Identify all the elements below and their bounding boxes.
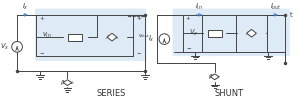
Text: +: +: [39, 16, 44, 21]
Text: $v_{out}$: $v_{out}$: [138, 32, 151, 40]
Text: $-$: $-$: [186, 45, 192, 50]
Polygon shape: [107, 33, 117, 41]
Text: $R_{in}$: $R_{in}$: [70, 33, 80, 42]
Text: $\beta I_{out}$: $\beta I_{out}$: [208, 72, 221, 81]
Text: $I_{out}$: $I_{out}$: [270, 2, 282, 12]
Text: $-$: $-$: [136, 50, 142, 55]
Text: $I_x$: $I_x$: [22, 2, 29, 12]
Text: $v_{in}$: $v_{in}$: [42, 31, 52, 40]
Text: $I_x$: $I_x$: [148, 34, 155, 44]
Text: $V_x$: $V_x$: [0, 42, 9, 52]
Circle shape: [159, 34, 170, 44]
Polygon shape: [210, 74, 219, 80]
Text: $R_{in}$: $R_{in}$: [210, 29, 220, 38]
Text: SHUNT: SHUNT: [215, 89, 244, 98]
Text: $I_{in}$: $I_{in}$: [195, 2, 203, 12]
Polygon shape: [247, 29, 256, 37]
Text: $A_v v_{in}$: $A_v v_{in}$: [104, 33, 119, 42]
Text: $\beta v_{out}$: $\beta v_{out}$: [60, 78, 75, 87]
Text: $A_i I_{in}$: $A_i I_{in}$: [245, 29, 258, 38]
FancyBboxPatch shape: [172, 9, 290, 56]
Text: SERIES: SERIES: [96, 89, 126, 98]
FancyBboxPatch shape: [35, 9, 146, 61]
Polygon shape: [63, 80, 72, 86]
Text: +: +: [136, 16, 141, 21]
Text: $V_x$: $V_x$: [189, 28, 198, 38]
Text: $-$: $-$: [39, 50, 45, 55]
Text: +: +: [186, 16, 190, 21]
Circle shape: [12, 42, 22, 52]
Bar: [208, 30, 221, 37]
Text: t: t: [289, 12, 292, 18]
Bar: [68, 34, 82, 41]
